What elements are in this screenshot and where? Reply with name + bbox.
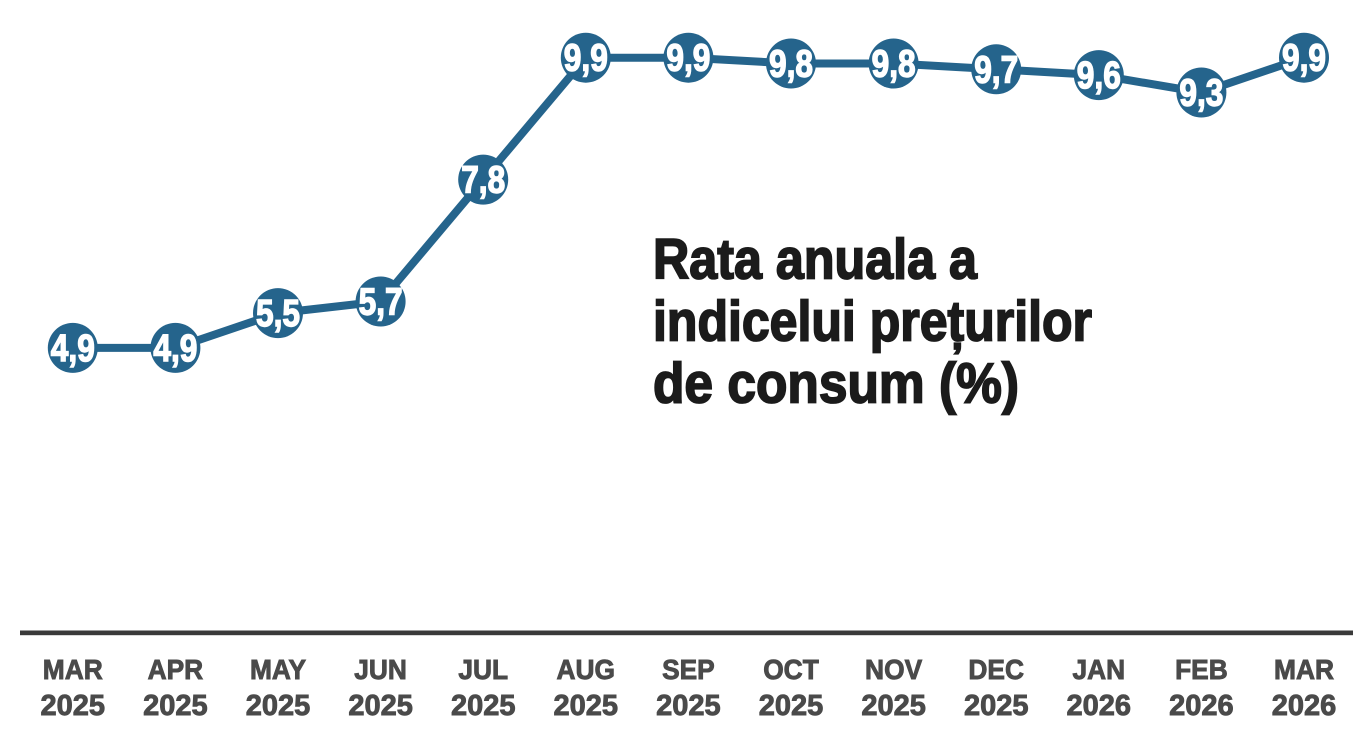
svg-text:JUL: JUL bbox=[458, 654, 508, 685]
svg-text:9,9: 9,9 bbox=[1282, 38, 1326, 80]
svg-text:2026: 2026 bbox=[1272, 690, 1337, 722]
svg-text:de consum (%): de consum (%) bbox=[653, 352, 1019, 416]
svg-text:4,9: 4,9 bbox=[51, 328, 95, 370]
svg-text:2025: 2025 bbox=[451, 690, 516, 722]
svg-text:2025: 2025 bbox=[143, 690, 208, 722]
svg-text:5,5: 5,5 bbox=[256, 293, 300, 335]
svg-text:JAN: JAN bbox=[1073, 654, 1126, 685]
svg-text:DEC: DEC bbox=[968, 654, 1024, 685]
svg-text:4,9: 4,9 bbox=[153, 328, 197, 370]
svg-text:2026: 2026 bbox=[1067, 690, 1132, 722]
svg-text:JUN: JUN bbox=[354, 654, 407, 685]
svg-text:Rata anuala a: Rata anuala a bbox=[653, 227, 978, 291]
svg-text:5,7: 5,7 bbox=[359, 282, 403, 324]
svg-text:9,8: 9,8 bbox=[872, 44, 916, 86]
svg-text:AUG: AUG bbox=[557, 654, 616, 685]
svg-text:MAR: MAR bbox=[1274, 654, 1334, 685]
svg-text:9,6: 9,6 bbox=[1077, 55, 1121, 97]
svg-text:FEB: FEB bbox=[1175, 654, 1228, 685]
svg-text:APR: APR bbox=[148, 654, 204, 685]
svg-text:2025: 2025 bbox=[41, 690, 106, 722]
svg-text:2025: 2025 bbox=[964, 690, 1029, 722]
svg-text:NOV: NOV bbox=[865, 654, 922, 685]
svg-text:9,3: 9,3 bbox=[1179, 73, 1223, 115]
svg-text:2025: 2025 bbox=[861, 690, 926, 722]
svg-text:2026: 2026 bbox=[1169, 690, 1234, 722]
svg-text:7,8: 7,8 bbox=[461, 160, 505, 202]
svg-text:2025: 2025 bbox=[246, 690, 311, 722]
svg-text:SEP: SEP bbox=[662, 654, 715, 685]
svg-text:2025: 2025 bbox=[759, 690, 824, 722]
svg-text:9,7: 9,7 bbox=[974, 49, 1018, 91]
svg-text:MAY: MAY bbox=[250, 654, 306, 685]
svg-text:2025: 2025 bbox=[554, 690, 619, 722]
svg-text:MAR: MAR bbox=[43, 654, 103, 685]
svg-text:9,9: 9,9 bbox=[564, 38, 608, 80]
svg-text:2025: 2025 bbox=[656, 690, 721, 722]
svg-text:9,8: 9,8 bbox=[769, 44, 813, 86]
svg-text:indicelui prețurilor: indicelui prețurilor bbox=[653, 290, 1092, 355]
svg-text:OCT: OCT bbox=[763, 654, 819, 685]
svg-text:9,9: 9,9 bbox=[666, 38, 710, 80]
svg-text:2025: 2025 bbox=[348, 690, 413, 722]
